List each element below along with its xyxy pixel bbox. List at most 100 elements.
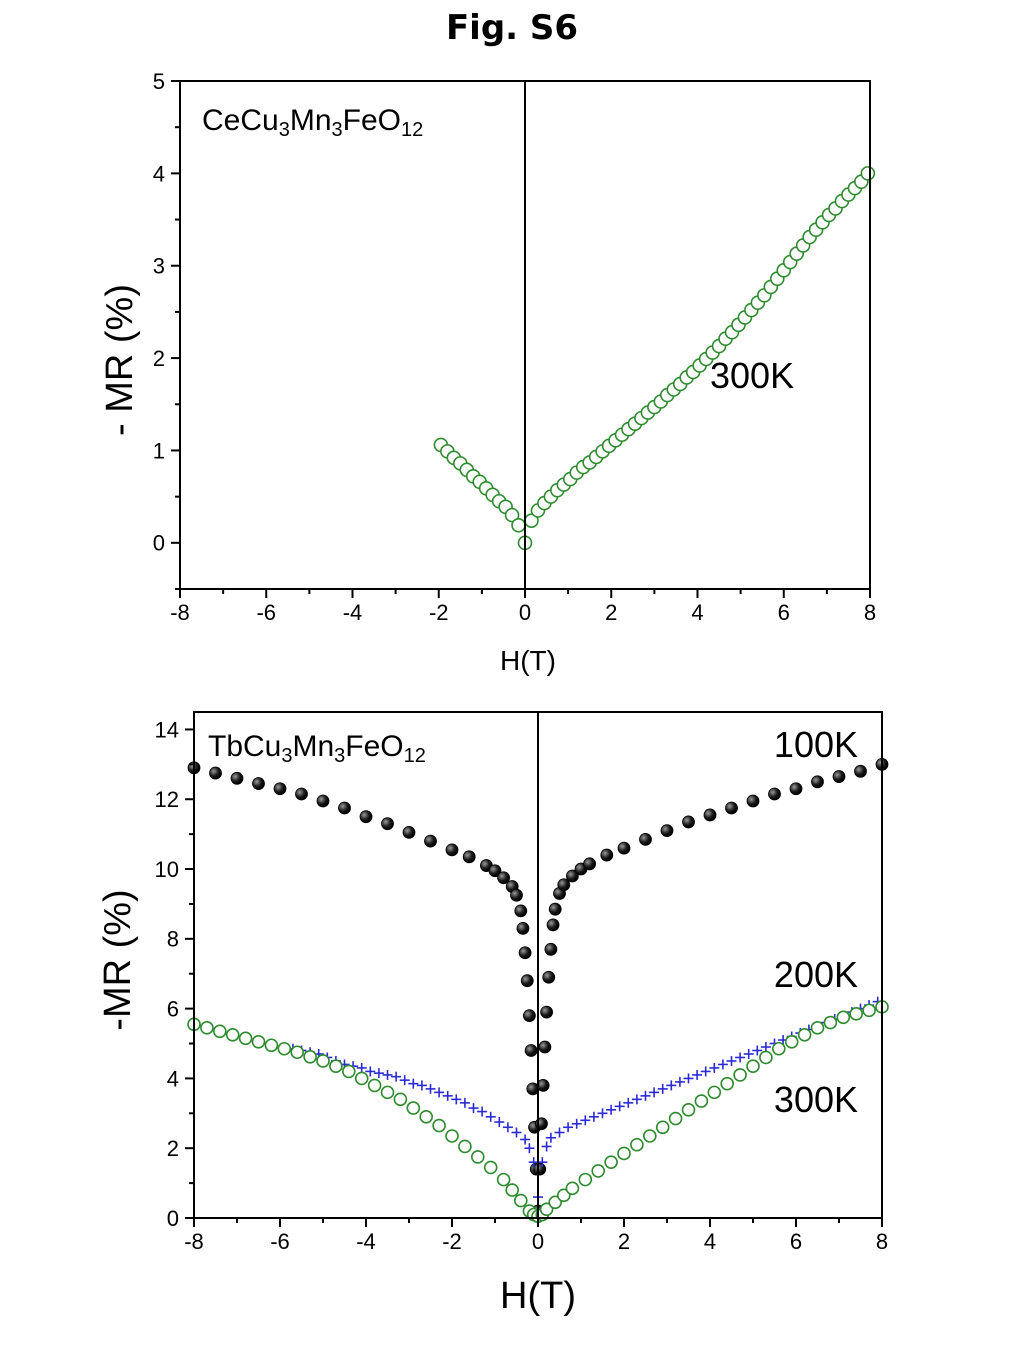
data-point-300k-41 <box>655 1120 670 1135</box>
data-point-100k-7 <box>338 801 351 815</box>
y-tick-label: 12 <box>155 787 179 812</box>
data-point-100k-8 <box>359 810 373 824</box>
chart-top-sample-label: CeCu3Mn3FeO12 <box>202 104 423 141</box>
data-point-200k-13 <box>399 1075 410 1086</box>
data-point-100k-37 <box>548 902 562 916</box>
data-point-200k-19 <box>451 1094 462 1105</box>
x-tick-label: -4 <box>356 1229 376 1254</box>
data-point-300k-54 <box>823 1015 838 1030</box>
y-tick-label: 10 <box>155 857 179 882</box>
data-point-200k-44 <box>640 1090 651 1101</box>
data-point-300k-25 <box>505 1183 520 1197</box>
data-point-100k-10 <box>402 825 416 839</box>
data-point-300k-17 <box>406 1101 421 1115</box>
data-point-100k-34 <box>542 970 556 984</box>
data-point-200k-40 <box>606 1104 617 1115</box>
data-point-100k-1 <box>209 766 222 780</box>
data-point-200k-14 <box>408 1078 419 1089</box>
x-tick-label: 6 <box>778 600 790 625</box>
data-point-300k-50 <box>771 1041 786 1056</box>
data-point-300k-44 <box>694 1094 709 1108</box>
y-tick-label: 5 <box>153 69 165 94</box>
data-point-300k-8 <box>290 1045 305 1060</box>
data-point-100k-18 <box>510 888 523 902</box>
data-point-200k-26 <box>511 1127 522 1138</box>
data-point-200k-35 <box>563 1122 574 1133</box>
y-tick-label: 4 <box>167 1066 179 1091</box>
y-tick-label: 0 <box>167 1206 179 1231</box>
x-tick-label: -4 <box>343 600 363 625</box>
data-point-100k-6 <box>316 794 330 808</box>
data-point-100k-48 <box>703 808 717 822</box>
data-point-200k-16 <box>425 1083 436 1094</box>
y-tick-label: 4 <box>153 161 165 186</box>
chart-bottom-marks <box>187 757 889 1224</box>
data-point-300k-56 <box>849 1007 864 1021</box>
data-point-300k-11 <box>504 507 520 523</box>
data-point-200k-55 <box>735 1052 746 1063</box>
data-point-200k-51 <box>700 1066 711 1077</box>
data-point-100k-15 <box>488 864 502 878</box>
x-tick-label: 4 <box>691 600 703 625</box>
data-point-200k-42 <box>623 1097 634 1108</box>
data-point-300k-39 <box>630 1137 644 1152</box>
data-point-200k-52 <box>709 1062 720 1073</box>
data-point-300k-23 <box>483 1160 498 1175</box>
data-point-100k-11 <box>424 834 437 848</box>
y-tick-label: 1 <box>153 438 165 463</box>
data-point-300k-6 <box>264 1038 279 1053</box>
data-point-200k-48 <box>674 1076 685 1087</box>
data-point-300k-35 <box>578 1172 593 1187</box>
y-tick-label: 0 <box>153 531 165 556</box>
data-point-200k-36 <box>571 1118 582 1129</box>
data-point-200k-58 <box>760 1042 771 1053</box>
data-point-200k-41 <box>614 1101 625 1112</box>
data-point-300k-12 <box>511 517 526 533</box>
data-point-300k-37 <box>604 1155 618 1169</box>
data-point-300k-2 <box>213 1024 227 1039</box>
x-tick-label: 4 <box>704 1229 716 1254</box>
data-point-200k-39 <box>597 1108 608 1119</box>
data-point-300k-53 <box>810 1021 825 1035</box>
data-point-300k-1 <box>200 1021 214 1035</box>
data-point-200k-32 <box>541 1141 552 1152</box>
data-point-300k-26 <box>513 1193 528 1208</box>
x-tick-label: 8 <box>864 600 876 625</box>
data-point-300k-19 <box>432 1118 446 1133</box>
data-point-200k-17 <box>434 1087 445 1098</box>
chart-bottom-annotation-100k: 100K <box>774 724 858 765</box>
data-point-100k-36 <box>546 918 560 932</box>
data-point-300k-36 <box>591 1164 606 1178</box>
data-point-200k-25 <box>502 1122 513 1133</box>
x-tick-label: 0 <box>532 1229 544 1254</box>
data-point-200k-33 <box>545 1132 556 1143</box>
data-point-300k-43 <box>681 1103 696 1117</box>
chart-top-marks <box>433 166 876 551</box>
x-tick-label: 0 <box>519 600 531 625</box>
data-point-300k-10 <box>316 1054 330 1068</box>
data-point-200k-46 <box>657 1083 668 1094</box>
data-point-300k-52 <box>797 1027 812 1042</box>
x-tick-label: -6 <box>270 1229 290 1254</box>
data-point-300k-4 <box>238 1031 253 1046</box>
data-point-300k-31 <box>539 1202 554 1217</box>
data-point-300k-42 <box>668 1111 683 1126</box>
x-tick-label: -2 <box>442 1229 462 1254</box>
data-point-100k-2 <box>230 771 244 785</box>
data-point-200k-10 <box>373 1068 384 1079</box>
data-point-300k-38 <box>617 1146 631 1161</box>
data-point-100k-39 <box>557 878 571 892</box>
data-point-100k-12 <box>445 843 459 857</box>
data-point-300k-15 <box>380 1085 395 1100</box>
data-point-300k-21 <box>458 1139 472 1154</box>
data-point-100k-42 <box>583 857 596 871</box>
data-point-200k-18 <box>442 1090 453 1101</box>
x-tick-label: -6 <box>256 600 276 625</box>
chart-bottom: -8 -6 -4 -2 0 2 4 6 8 0 2 4 6 8 10 12 14 H(T) -MR (%) Tb… <box>97 711 889 1317</box>
series-100k-filled-sphere <box>187 757 889 1218</box>
chart-bottom-y-axis-title: -MR (%) <box>97 889 139 1030</box>
data-point-100k-22 <box>520 974 534 988</box>
data-point-100k-19 <box>514 904 528 918</box>
data-point-200k-9 <box>365 1066 376 1077</box>
data-point-200k-27 <box>520 1134 531 1145</box>
